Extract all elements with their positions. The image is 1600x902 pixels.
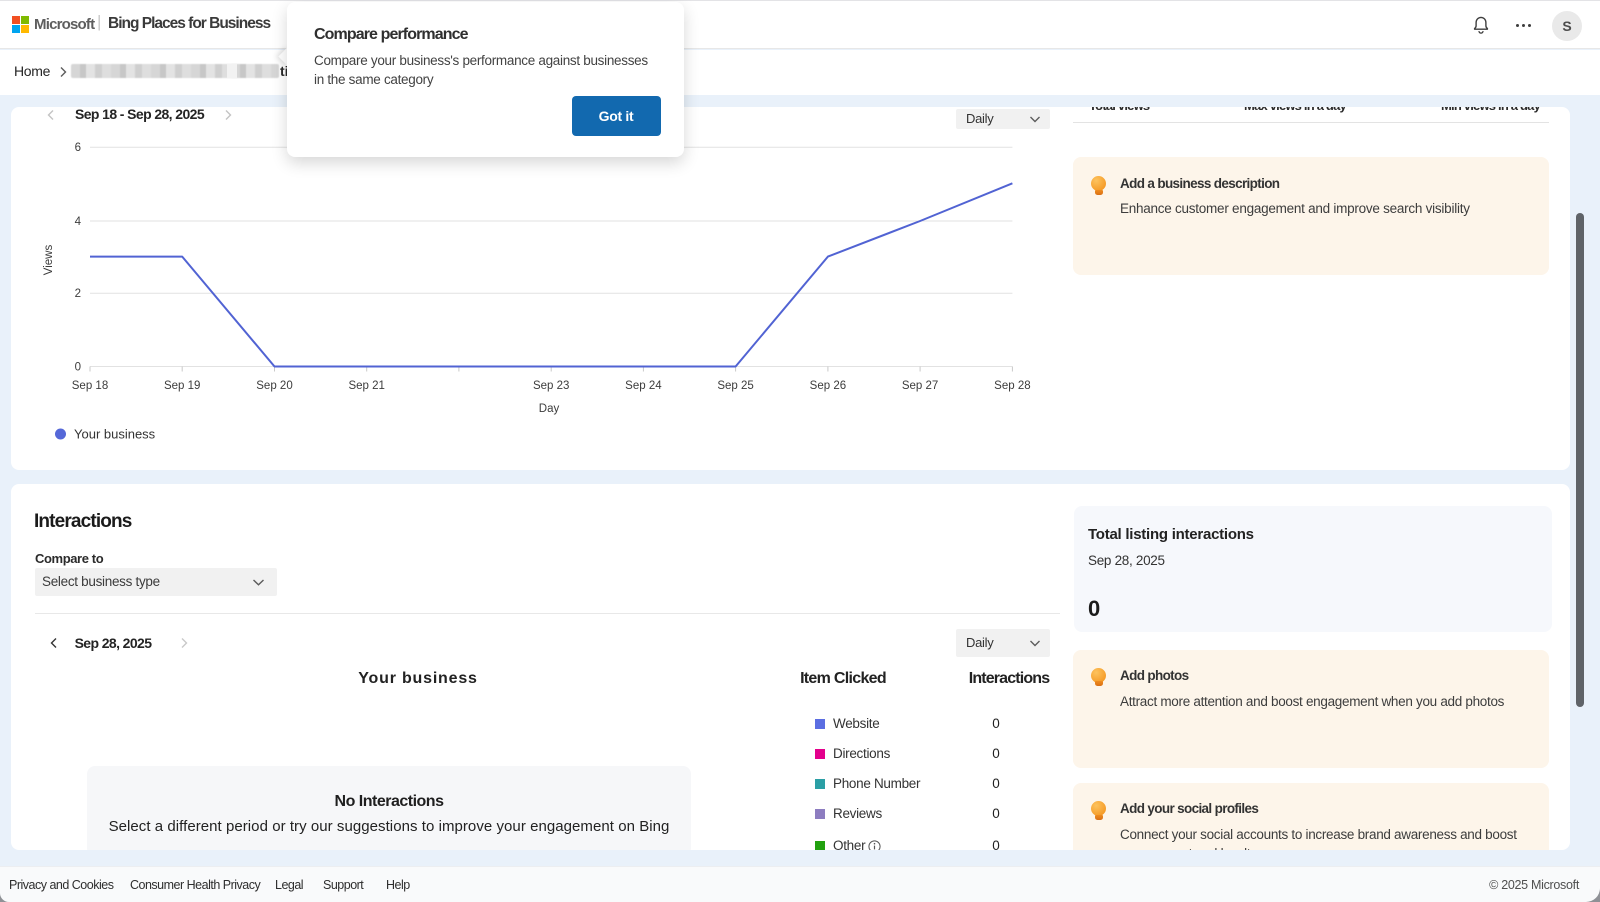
svg-text:0: 0 (75, 362, 81, 374)
svg-text:Sep 19: Sep 19 (164, 380, 200, 392)
svg-text:Day: Day (539, 403, 560, 415)
svg-text:6: 6 (75, 142, 81, 154)
svg-text:Sep 26: Sep 26 (810, 380, 846, 392)
svg-text:Sep 21: Sep 21 (348, 380, 384, 392)
svg-text:Sep 23: Sep 23 (533, 380, 569, 392)
svg-text:2: 2 (75, 288, 81, 300)
svg-text:Sep 20: Sep 20 (256, 380, 292, 392)
svg-text:Views: Views (43, 245, 55, 276)
svg-text:Sep 27: Sep 27 (902, 380, 938, 392)
svg-text:Sep 18: Sep 18 (72, 380, 108, 392)
svg-text:Your business: Your business (74, 427, 156, 442)
svg-text:4: 4 (75, 216, 82, 228)
svg-text:Sep 25: Sep 25 (717, 380, 753, 392)
svg-text:Sep 24: Sep 24 (625, 380, 662, 392)
svg-text:Sep 28: Sep 28 (994, 380, 1030, 392)
